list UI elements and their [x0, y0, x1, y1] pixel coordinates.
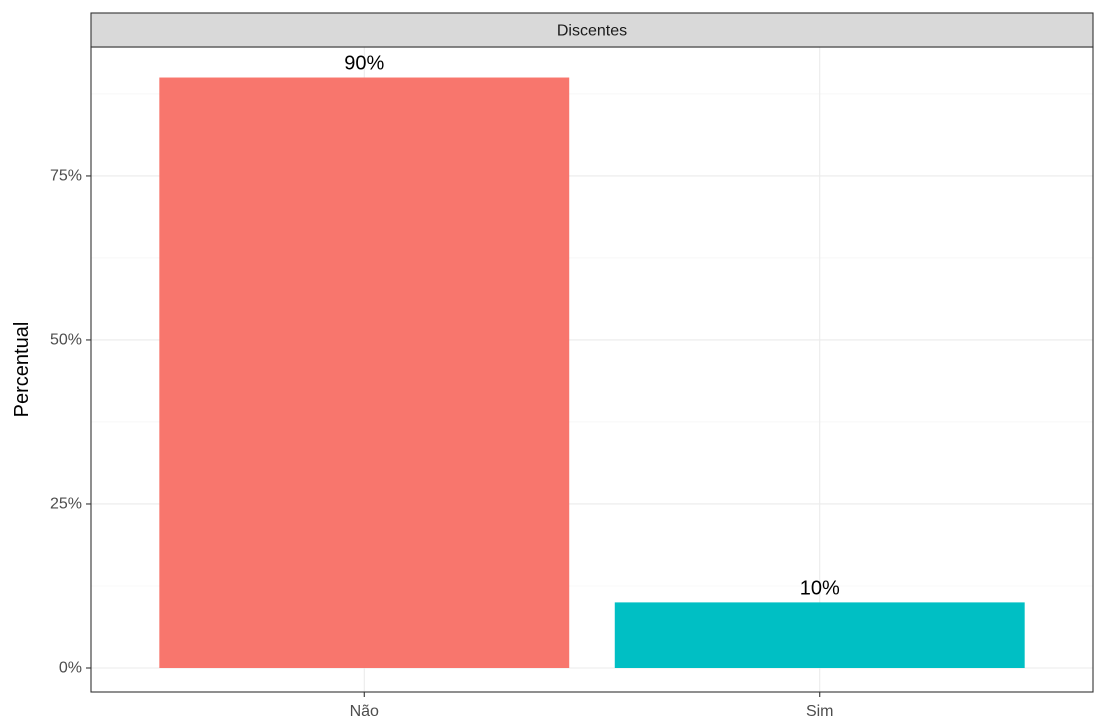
x-tick-label: Não: [350, 703, 379, 720]
x-tick-label: Sim: [806, 703, 834, 720]
bar-value-label: 90%: [344, 53, 384, 75]
x-axis: Não Sim: [350, 692, 834, 720]
facet-strip-label: Discentes: [557, 23, 627, 40]
bar-sim: [614, 602, 1025, 668]
bar-value-labels: 90% 10%: [344, 53, 840, 600]
y-tick-label: 75%: [50, 167, 82, 184]
y-tick-label: 25%: [50, 495, 82, 512]
y-tick-label: 0%: [59, 660, 82, 677]
y-axis-title: Percentual: [11, 322, 33, 418]
bar-value-label: 10%: [800, 577, 840, 599]
y-axis: 0% 25% 50% 75%: [50, 167, 91, 677]
y-tick-label: 50%: [50, 331, 82, 348]
bar-nao: [159, 77, 570, 669]
facet-strip: [90, 12, 1094, 48]
bars: [159, 77, 1025, 669]
